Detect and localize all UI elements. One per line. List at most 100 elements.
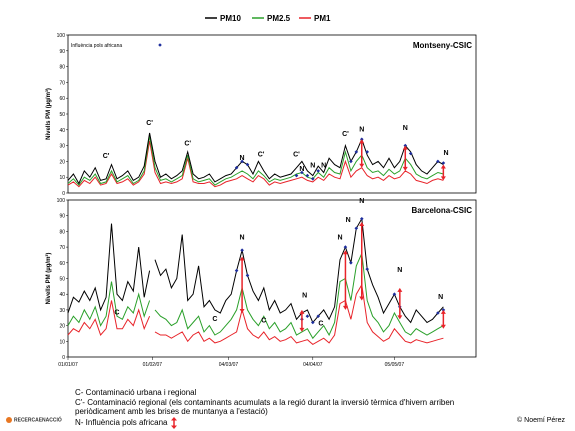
y-axis-title: Nivells PM (µg/m³) — [45, 253, 52, 305]
y-tick-label: 70 — [59, 80, 65, 86]
dust-marker — [365, 150, 369, 154]
y-tick-label: 80 — [59, 65, 65, 71]
dust-arrow-head-down — [342, 305, 348, 310]
logo-icon — [6, 417, 12, 423]
episode-annotation: C — [318, 321, 323, 328]
dust-marker — [392, 292, 397, 296]
legend-label-pm25: PM2.5 — [267, 14, 291, 23]
series-line-pm1 — [67, 283, 444, 346]
dust-marker — [234, 268, 239, 273]
dust-marker — [365, 267, 369, 271]
y-tick-label: 60 — [59, 261, 65, 267]
dust-arrow-head-up — [239, 256, 245, 261]
episode-annotation: N — [359, 126, 364, 133]
y-tick-label: 0 — [62, 355, 65, 361]
y-tick-label: 100 — [57, 33, 66, 39]
logo-text: RECERCAENACCIÓ — [14, 417, 62, 424]
y-tick-label: 30 — [59, 308, 65, 314]
plot-frame — [67, 199, 477, 358]
dust-marker — [360, 217, 364, 221]
dust-arrow-head-down — [397, 315, 403, 320]
footnote-n: N- Influència pols africana — [75, 417, 178, 429]
dust-arrow-head-up — [397, 287, 403, 292]
episode-annotation: C' — [342, 131, 349, 138]
dust-marker — [305, 314, 310, 318]
plot-frame — [67, 34, 477, 194]
footnote-c: C- Contaminació urbana i regional — [75, 388, 197, 397]
legend-label-pm10: PM10 — [220, 14, 241, 23]
dust-marker — [294, 173, 299, 178]
series-line-pm25 — [67, 251, 444, 340]
recerca-logo: RECERCAENACCIÓ — [6, 417, 62, 423]
episode-annotation: N — [403, 125, 408, 132]
episode-annotation: N — [359, 198, 364, 205]
series-line-pm25 — [67, 136, 444, 186]
author-credit: © Noemí Pérez — [517, 417, 565, 424]
series-line-pm10 — [67, 132, 444, 185]
y-tick-label: 90 — [59, 214, 65, 220]
montseny-panel: 0 10 20 30 40 50 60 70 80 90 100 Nivells PM (µg/m³)… — [45, 33, 477, 197]
dust-marker — [300, 170, 304, 175]
x-tick-label: 04/04/07 — [303, 362, 323, 368]
episode-annotation: C — [212, 316, 217, 323]
site-title: Montseny-CSIC — [413, 41, 472, 50]
episode-annotation: C' — [103, 153, 110, 160]
dust-marker — [234, 165, 239, 170]
dust-legend-marker — [158, 43, 162, 47]
footnote-c-prime: C'- Contaminació regional (els contamina… — [75, 398, 455, 407]
dust-marker — [245, 162, 250, 167]
dust-marker — [311, 320, 315, 325]
dust-arrow-head-up — [342, 250, 348, 255]
dust-arrow-head-down — [440, 324, 446, 329]
barcelona-panel: 0 10 20 30 40 50 60 70 80 90 100 Nivells PM (µg/m³)… — [45, 198, 477, 368]
series-line-pm10 — [67, 217, 444, 324]
dust-marker — [349, 159, 353, 164]
x-tick-label: 04/03/07 — [219, 362, 239, 368]
y-tick-label: 40 — [59, 128, 65, 134]
dust-marker — [316, 169, 320, 173]
y-tick-label: 20 — [59, 159, 65, 165]
legend-label-pm1: PM1 — [314, 14, 331, 23]
y-tick-label: 100 — [57, 198, 66, 204]
dust-marker — [441, 161, 446, 165]
episode-annotation: N — [397, 267, 402, 274]
y-tick-label: 90 — [59, 49, 65, 55]
dust-arrow-head-down — [359, 163, 365, 168]
episode-annotation: C' — [258, 152, 265, 159]
y-tick-label: 10 — [59, 175, 65, 181]
episode-annotation: C' — [184, 141, 191, 148]
y-axis-title: Nivells PM (µg/m³) — [45, 88, 52, 140]
y-tick-label: 30 — [59, 144, 65, 150]
y-tick-label: 10 — [59, 339, 65, 345]
dust-marker — [360, 137, 364, 142]
dust-marker — [245, 273, 250, 278]
episode-annotation: N — [438, 294, 443, 301]
dust-arrow-head-down — [402, 166, 408, 171]
x-tick-label: 05/05/07 — [385, 362, 405, 368]
dust-arrow-head-up — [440, 309, 446, 314]
dust-arrow-head-down — [359, 296, 365, 301]
dust-marker — [436, 159, 440, 164]
dust-arrow-head-up — [440, 164, 446, 169]
episode-annotation: N — [337, 234, 342, 241]
dust-legend-label: Influència pols africana — [71, 43, 122, 49]
dust-marker — [240, 159, 244, 164]
y-tick-label: 50 — [59, 277, 65, 283]
dust-marker — [354, 226, 359, 231]
episode-annotation: N — [444, 150, 449, 157]
episode-annotation: C' — [146, 120, 153, 127]
dust-marker — [343, 245, 348, 249]
dust-marker — [311, 177, 315, 181]
episode-annotation: N — [240, 234, 245, 241]
y-tick-label: 60 — [59, 96, 65, 102]
episode-annotation: C' — [293, 152, 300, 159]
dust-arrow-head-up — [299, 309, 305, 314]
dust-marker — [403, 143, 408, 148]
episode-annotation: N — [302, 292, 307, 299]
footnote-c-prime-cont: periòdicament amb les brises de muntanya… — [75, 407, 268, 416]
dust-marker — [349, 261, 353, 265]
episode-annotation: N — [321, 163, 326, 170]
y-tick-label: 50 — [59, 112, 65, 118]
dust-marker — [316, 314, 320, 318]
episode-annotation: C — [261, 317, 266, 324]
